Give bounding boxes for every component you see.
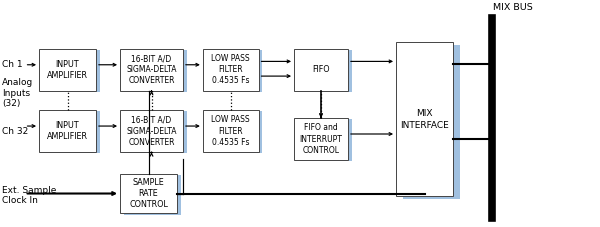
Bar bbox=[298, 50, 352, 92]
Bar bbox=[124, 50, 187, 92]
Text: INPUT
AMPLIFIER: INPUT AMPLIFIER bbox=[47, 60, 88, 80]
Text: 16-BIT A/D
SIGMA-DELTA
CONVERTER: 16-BIT A/D SIGMA-DELTA CONVERTER bbox=[126, 54, 177, 85]
Bar bbox=[203, 110, 259, 152]
Bar bbox=[396, 42, 453, 196]
Text: 16-BIT A/D
SIGMA-DELTA
CONVERTER: 16-BIT A/D SIGMA-DELTA CONVERTER bbox=[126, 116, 177, 147]
Bar bbox=[403, 45, 460, 199]
Bar bbox=[39, 110, 96, 152]
Bar bbox=[120, 49, 183, 91]
Bar bbox=[203, 49, 259, 91]
Text: INPUT
AMPLIFIER: INPUT AMPLIFIER bbox=[47, 121, 88, 141]
Text: FIFO: FIFO bbox=[312, 65, 330, 74]
Text: Ch 1: Ch 1 bbox=[2, 60, 22, 69]
Bar bbox=[206, 50, 262, 92]
Text: Ch 32: Ch 32 bbox=[2, 127, 28, 136]
Bar bbox=[43, 111, 100, 153]
Text: LOW PASS
FILTER
0.4535 Fs: LOW PASS FILTER 0.4535 Fs bbox=[211, 54, 250, 85]
Text: Ext. Sample
Clock In: Ext. Sample Clock In bbox=[2, 185, 56, 205]
Bar bbox=[39, 49, 96, 91]
Text: SAMPLE
RATE
CONTROL: SAMPLE RATE CONTROL bbox=[129, 178, 168, 209]
Bar bbox=[206, 111, 262, 153]
Bar bbox=[294, 49, 348, 91]
Bar bbox=[120, 110, 183, 152]
Bar bbox=[120, 174, 177, 213]
Bar bbox=[298, 119, 352, 161]
Text: MIX BUS: MIX BUS bbox=[493, 3, 533, 12]
Bar bbox=[43, 50, 100, 92]
Bar bbox=[294, 118, 348, 160]
Text: Analog
Inputs
(32): Analog Inputs (32) bbox=[2, 78, 33, 108]
Bar bbox=[124, 175, 181, 215]
Bar bbox=[124, 111, 187, 153]
Text: MIX
INTERFACE: MIX INTERFACE bbox=[400, 109, 449, 130]
Text: FIFO and
INTERRUPT
CONTROL: FIFO and INTERRUPT CONTROL bbox=[299, 123, 343, 155]
Text: LOW PASS
FILTER
0.4535 Fs: LOW PASS FILTER 0.4535 Fs bbox=[211, 116, 250, 147]
